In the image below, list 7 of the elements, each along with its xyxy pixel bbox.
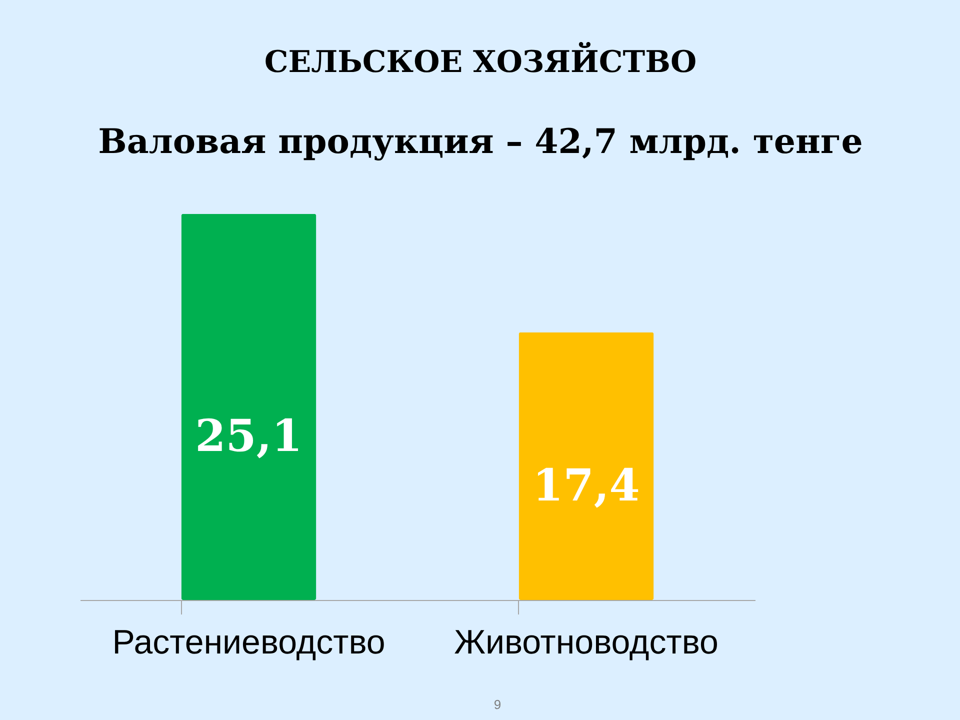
chart-title: СЕЛЬСКОЕ ХОЗЯЙСТВО [264,42,697,80]
chart-subtitle: Валовая продукция – 42,7 млрд. тенге [98,122,863,162]
text: 9 [494,697,502,712]
x-tick-label: Животноводство [454,624,718,662]
data-label: 17,4 [532,460,640,512]
data-label: 25,1 [195,410,302,462]
x-tick-label: Растениеводство [112,624,386,662]
